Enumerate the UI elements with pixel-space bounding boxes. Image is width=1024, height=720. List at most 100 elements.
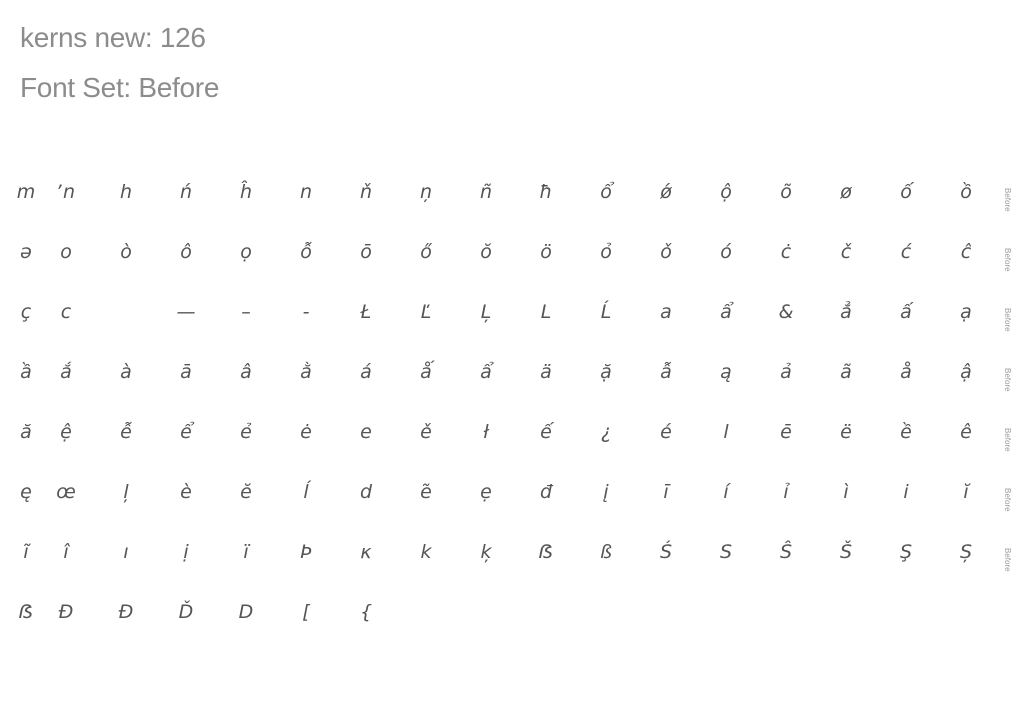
glyph-cell: ẫ bbox=[660, 361, 672, 383]
glyph-cell: ǿ bbox=[660, 181, 672, 203]
glyph-cell: ñ bbox=[479, 181, 493, 203]
glyph-cell: ò bbox=[120, 241, 132, 263]
glyph-cell: į bbox=[603, 481, 609, 503]
glyph-cell: m bbox=[16, 181, 36, 203]
glyph-cell: ķ bbox=[480, 541, 492, 563]
glyph-cell: ễ bbox=[120, 421, 132, 443]
glyph-cell: ę bbox=[20, 481, 32, 503]
glyph-cell: â bbox=[240, 361, 252, 383]
glyph-cell: κ bbox=[360, 541, 372, 563]
glyph-cell: ĺ bbox=[303, 481, 309, 503]
glyph-cell: Ș bbox=[959, 541, 973, 563]
glyph-cell: ẞ bbox=[18, 601, 34, 623]
glyph-cell: ǻ bbox=[420, 361, 432, 383]
glyph-cell: ắ bbox=[60, 361, 72, 383]
glyph-cell: å bbox=[900, 361, 912, 383]
glyph-cell: ń bbox=[179, 181, 193, 203]
glyph-cell: ī bbox=[663, 481, 669, 503]
glyph-cell: ẳ bbox=[840, 301, 852, 323]
glyph-cell: Ł bbox=[360, 301, 372, 323]
glyph-cell: n bbox=[299, 181, 313, 203]
glyph-cell: - bbox=[302, 301, 310, 323]
glyph-cell: Ś bbox=[659, 541, 673, 563]
glyph-cell: ļ bbox=[123, 481, 129, 503]
glyph-cell: ẹ bbox=[480, 481, 492, 503]
glyph-cell: ĉ bbox=[960, 241, 972, 263]
glyph-cell: ỉ bbox=[783, 481, 789, 503]
glyph-cell: ề bbox=[900, 421, 912, 443]
glyph-cell: ő bbox=[420, 241, 432, 263]
glyph-cell: đ bbox=[539, 481, 553, 503]
row-font-set-tag: Before bbox=[1003, 188, 1012, 212]
glyph-cell: e bbox=[360, 421, 372, 443]
glyph-cell: k bbox=[420, 541, 432, 563]
glyph-cell: d bbox=[359, 481, 373, 503]
glyph-cell: à bbox=[120, 361, 132, 383]
glyph-cell: Ŝ bbox=[779, 541, 793, 563]
glyph-cell: ĭ bbox=[963, 481, 969, 503]
glyph-row: ę œ ļ è ĕ ĺ d ẽ ẹ đ į ī í ỉ ì i ĭ Before bbox=[0, 480, 1024, 520]
glyph-cell: ā bbox=[180, 361, 192, 383]
glyph-cell: ể bbox=[180, 421, 192, 443]
glyph-cell: & bbox=[778, 301, 794, 323]
glyph-cell: í bbox=[723, 481, 729, 503]
glyph-cell: ê bbox=[960, 421, 972, 443]
glyph-cell: l bbox=[723, 421, 729, 443]
glyph-cell: ə bbox=[20, 241, 32, 263]
glyph-cell: ổ bbox=[600, 181, 612, 203]
glyph-cell: ã bbox=[840, 361, 852, 383]
glyph-cell: á bbox=[360, 361, 372, 383]
glyph-cell: ĩ bbox=[23, 541, 29, 563]
glyph-cell: ạ bbox=[960, 301, 972, 323]
glyph-cell: ì bbox=[843, 481, 849, 503]
glyph-cell: Ş bbox=[899, 541, 913, 563]
glyph-cell: ö bbox=[540, 241, 552, 263]
glyph-cell: œ bbox=[56, 481, 76, 503]
glyph-cell: ố bbox=[900, 181, 912, 203]
row-font-set-tag: Before bbox=[1003, 248, 1012, 272]
glyph-cell: ằ bbox=[300, 361, 312, 383]
glyph-cell: ă bbox=[20, 421, 32, 443]
glyph-cell: Ĺ bbox=[600, 301, 612, 323]
glyph-cell: ě bbox=[420, 421, 432, 443]
glyph-cell: ċ bbox=[780, 241, 792, 263]
row-font-set-tag: Before bbox=[1003, 368, 1012, 392]
glyph-cell: ë bbox=[840, 421, 852, 443]
glyph-cell: ß bbox=[600, 541, 612, 563]
glyph-cell: L bbox=[540, 301, 552, 323]
glyph-cell: – bbox=[241, 301, 251, 323]
glyph-cell: Ļ bbox=[480, 301, 492, 323]
row-font-set-tag: Before bbox=[1003, 308, 1012, 332]
glyph-cell: ǒ bbox=[660, 241, 672, 263]
glyph-cell: ẞ bbox=[538, 541, 554, 563]
glyph-cell: Đ bbox=[118, 601, 134, 623]
glyph-cell: h bbox=[119, 181, 133, 203]
glyph-cell: ô bbox=[180, 241, 192, 263]
glyph-cell: ı bbox=[123, 541, 129, 563]
glyph-row: ầ ắ à ā â ằ á ǻ ẩ ä ặ ẫ ą ả ã å ậ Before bbox=[0, 360, 1024, 400]
glyph-row: ă ệ ễ ể ẻ ė e ě ł ế ¿ é l ē ë ề ê Before bbox=[0, 420, 1024, 460]
glyph-cell: o bbox=[60, 241, 72, 263]
glyph-cell: ņ bbox=[419, 181, 433, 203]
glyph-cell: ệ bbox=[60, 421, 72, 443]
glyph-cell: — bbox=[176, 301, 196, 323]
glyph-cell: č bbox=[840, 241, 852, 263]
page-title: kerns new: 126 bbox=[20, 22, 206, 53]
glyph-cell: ç bbox=[20, 301, 32, 323]
glyph-cell: Ľ bbox=[420, 301, 432, 323]
font-set-label: Font Set: Before bbox=[20, 72, 220, 103]
glyph-cell: î bbox=[63, 541, 69, 563]
glyph-cell: Ď bbox=[178, 601, 194, 623]
glyph-cell: { bbox=[359, 601, 373, 623]
glyph-cell: D bbox=[238, 601, 254, 623]
glyph-cell: ế bbox=[540, 421, 552, 443]
glyph-cell: ồ bbox=[960, 181, 972, 203]
glyph-cell: c bbox=[60, 301, 72, 323]
glyph-cell: ŏ bbox=[480, 241, 492, 263]
glyph-cell: ẻ bbox=[240, 421, 252, 443]
glyph-row: ẞ Đ Đ Ď D [{ bbox=[0, 600, 1024, 640]
row-font-set-tag: Before bbox=[1003, 548, 1012, 572]
